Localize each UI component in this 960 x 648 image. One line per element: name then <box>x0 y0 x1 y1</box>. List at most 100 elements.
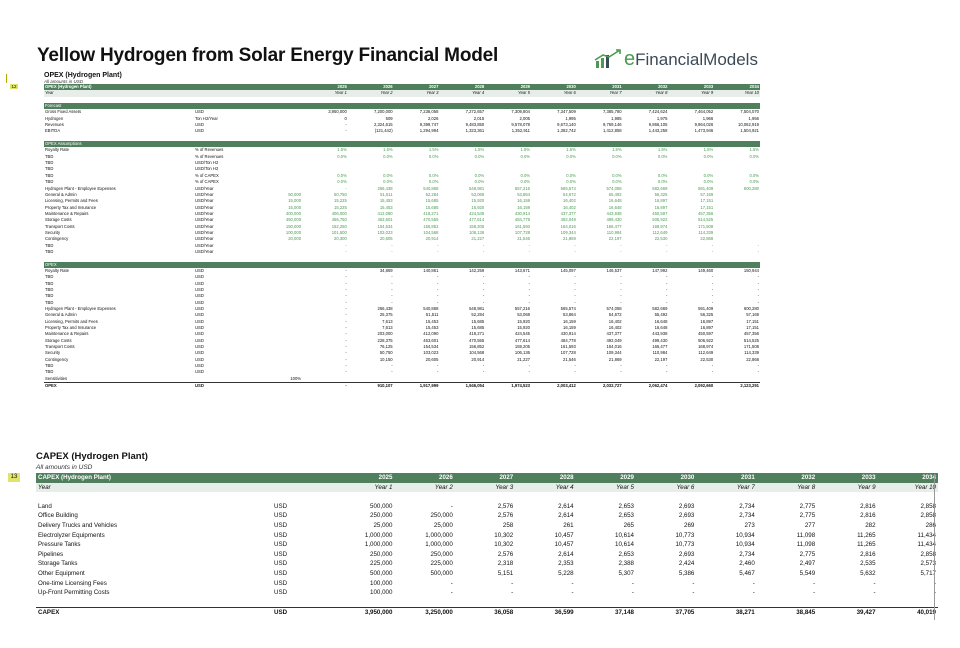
cell-value[interactable]: - <box>345 287 347 292</box>
cell-value[interactable]: - <box>574 363 576 369</box>
row-base[interactable]: 50,000 <box>288 191 302 197</box>
cell-value[interactable]: 5,467 <box>739 569 755 577</box>
cell-value[interactable]: 171,508 <box>698 223 714 229</box>
cell-value[interactable]: 430,914 <box>514 210 531 216</box>
row-unit[interactable] <box>194 376 254 383</box>
cell-value[interactable]: - <box>528 280 531 286</box>
cell-value[interactable]: - <box>482 280 485 286</box>
row-label[interactable]: Pipelines <box>38 550 64 558</box>
row-label[interactable]: General & Admin <box>45 312 77 318</box>
cell-value[interactable]: - <box>711 363 714 369</box>
cell-value[interactable]: 37,705 <box>635 607 697 618</box>
cell-value[interactable] <box>668 376 714 383</box>
cell-value[interactable]: - <box>571 579 574 587</box>
cell-value[interactable]: 109,344 <box>606 350 622 356</box>
cell-value[interactable]: 406,000 <box>331 210 347 216</box>
cell-value[interactable]: - <box>666 248 668 254</box>
cell-value[interactable]: 2,734 <box>739 502 755 510</box>
cell-value[interactable]: - <box>511 589 514 597</box>
row-unit[interactable]: USD <box>195 331 204 337</box>
cell-value[interactable]: 16,648 <box>654 318 668 324</box>
cell-value[interactable]: 17,151 <box>746 325 759 331</box>
cell-value[interactable]: 2,005 <box>519 115 531 121</box>
cell-value[interactable]: - <box>391 299 393 305</box>
row-unit[interactable]: USD <box>195 318 204 324</box>
cell-value[interactable]: 7,347,509 <box>557 109 576 115</box>
cell-value[interactable]: 463,601 <box>423 337 439 343</box>
cell-value[interactable]: 161,593 <box>560 344 576 350</box>
cell-value[interactable]: 557,216 <box>514 185 531 191</box>
row-unit[interactable]: USD <box>274 569 288 577</box>
cell-value[interactable]: 265 <box>623 521 634 529</box>
cell-value[interactable]: 514,525 <box>698 217 714 223</box>
cell-value[interactable]: 1,946,054 <box>439 382 486 390</box>
cell-value[interactable]: 2,576 <box>497 550 514 558</box>
cell-value[interactable]: 5,632 <box>860 569 876 577</box>
row-label[interactable]: TBD <box>45 369 54 375</box>
cell-value[interactable]: 25,375 <box>379 312 393 318</box>
cell-value[interactable]: 228,375 <box>377 337 393 343</box>
row-label[interactable]: TBD <box>45 153 54 159</box>
cell-value[interactable]: 437,377 <box>560 210 576 216</box>
cell-value[interactable]: 2,388 <box>618 560 634 568</box>
cell-value[interactable]: 21,227 <box>517 356 531 362</box>
row-unit[interactable]: USD/Year <box>195 217 214 223</box>
cell-value[interactable]: 11,098 <box>796 541 816 549</box>
cell-value[interactable]: 10,302 <box>494 531 514 539</box>
cell-value[interactable]: 1,294,994 <box>419 128 439 134</box>
cell-value[interactable]: 2,092,660 <box>668 382 715 390</box>
cell-value[interactable]: - <box>757 363 759 369</box>
cell-value[interactable]: - <box>437 242 439 248</box>
row-unit[interactable]: USD/Year <box>195 198 214 204</box>
cell-value[interactable]: - <box>571 589 574 597</box>
cell-value[interactable]: 7,464,052 <box>694 109 714 115</box>
cell-value[interactable]: - <box>528 287 531 292</box>
cell-value[interactable]: 22,868 <box>700 236 714 242</box>
cell-value[interactable]: 15,685 <box>425 198 439 204</box>
cell-value[interactable]: - <box>620 242 622 248</box>
cell-value[interactable]: 225,000 <box>430 560 453 568</box>
cell-value[interactable]: 1.5% <box>474 147 485 153</box>
cell-value[interactable]: 16,402 <box>608 325 622 331</box>
cell-value[interactable]: 1,504,921 <box>740 128 759 134</box>
cell-value[interactable]: 15,225 <box>334 204 347 210</box>
row-unit[interactable]: USD/Year <box>195 191 214 197</box>
row-label[interactable]: Contingency <box>45 356 69 362</box>
row-label[interactable]: TBD <box>45 280 54 286</box>
cell-value[interactable]: 101,500 <box>331 229 347 235</box>
cell-value[interactable]: 143,671 <box>514 267 531 273</box>
row-unit[interactable]: % of CAPEX <box>195 172 219 178</box>
cell-value[interactable]: 457,356 <box>743 331 759 337</box>
cell-value[interactable]: 15,225 <box>334 198 347 204</box>
cell-value[interactable]: 2,003,412 <box>531 382 577 390</box>
cell-value[interactable]: 2,775 <box>799 512 816 520</box>
cell-value[interactable]: 10,457 <box>554 541 574 549</box>
cell-value[interactable]: - <box>391 248 393 254</box>
cell-value[interactable]: 11,098 <box>796 531 816 539</box>
row-unit[interactable]: % of CAPEX <box>195 179 219 185</box>
cell-value[interactable]: 20,914 <box>471 356 485 362</box>
cell-value[interactable]: 2,324,615 <box>373 122 393 128</box>
cell-value[interactable]: - <box>757 248 759 254</box>
cell-value[interactable]: 152,250 <box>331 223 347 229</box>
cell-value[interactable]: 250,000 <box>430 512 453 520</box>
cell-value[interactable]: 109,344 <box>560 229 576 235</box>
cell-value[interactable]: 16,648 <box>608 204 622 210</box>
row-label[interactable]: TBD <box>45 299 54 305</box>
cell-value[interactable]: 2,816 <box>860 512 876 520</box>
cell-value[interactable]: - <box>528 293 531 299</box>
row-unit[interactable]: USD/Year <box>195 210 214 216</box>
cell-value[interactable]: - <box>450 579 453 587</box>
cell-value[interactable]: - <box>345 363 347 369</box>
row-label[interactable]: Maintenance & Repairs <box>45 210 89 216</box>
cell-value[interactable]: 145,097 <box>560 267 576 273</box>
cell-value[interactable]: 600,280 <box>743 185 759 191</box>
cell-value[interactable]: - <box>391 274 393 280</box>
cell-value[interactable]: 0.0% <box>337 153 347 159</box>
row-unit[interactable]: USD <box>274 579 288 587</box>
cell-value[interactable]: 7,424,624 <box>648 109 668 115</box>
cell-value[interactable]: - <box>345 356 347 362</box>
cell-value[interactable]: 7,309,804 <box>511 109 531 115</box>
row-label[interactable]: Royalty Rate <box>45 147 69 153</box>
cell-value[interactable]: 15,920 <box>517 325 531 331</box>
